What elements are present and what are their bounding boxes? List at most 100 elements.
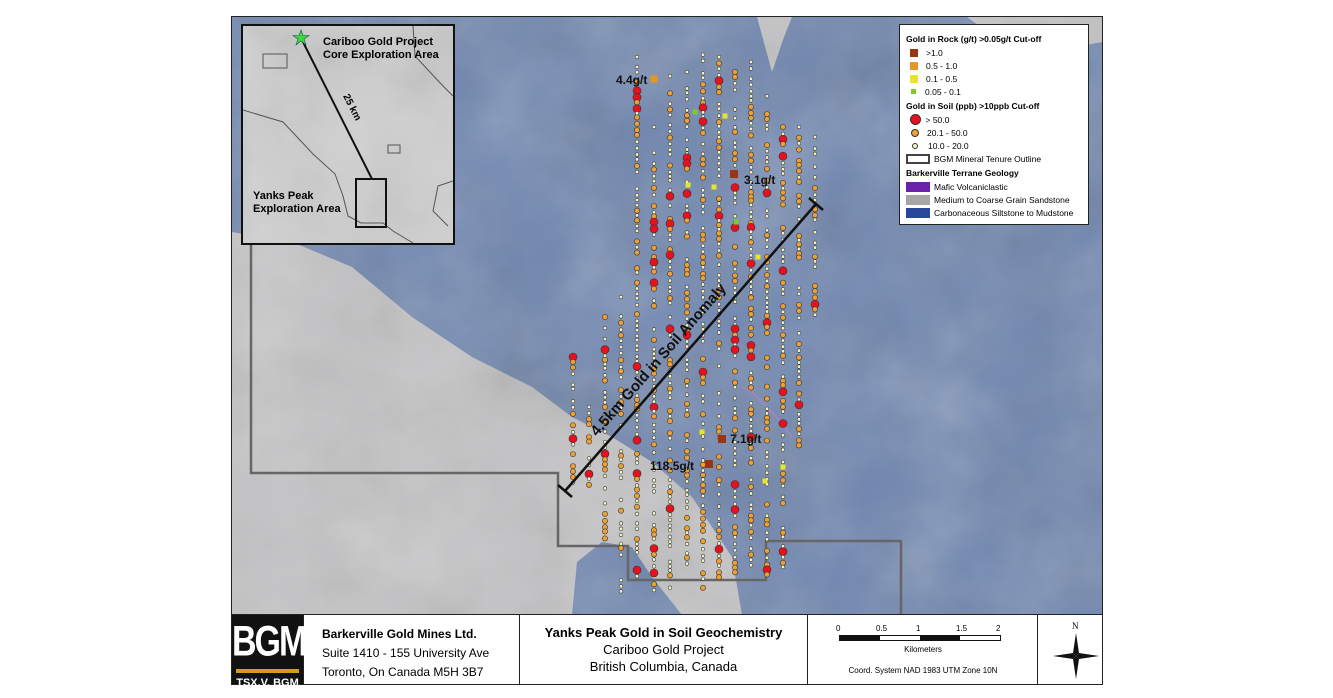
soil-sample: [780, 529, 786, 536]
soil-sample: [796, 161, 802, 168]
soil-sample: [618, 577, 624, 583]
soil-sample: [634, 413, 640, 418]
legend-rock-item: 0.05 - 0.1: [906, 85, 1082, 98]
soil-sample: [764, 521, 770, 528]
soil-sample: [586, 481, 592, 488]
soil-sample: [812, 175, 818, 180]
soil-sample: [667, 446, 673, 452]
soil-sample: [700, 493, 706, 499]
soil-sample: [667, 484, 673, 489]
soil-sample: [748, 551, 754, 558]
soil-sample: [748, 491, 754, 496]
soil-sample: [651, 302, 657, 309]
soil-sample: [649, 257, 659, 267]
soil-sample: [684, 448, 690, 455]
soil-sample: [667, 385, 673, 392]
soil-sample: [700, 151, 706, 156]
soil-sample: [732, 156, 738, 163]
soil-sample: [780, 254, 786, 259]
soil-sample: [780, 314, 786, 321]
soil-sample: [716, 235, 722, 242]
soil-sample: [667, 152, 673, 157]
soil-sample: [651, 268, 657, 275]
soil-sample: [651, 450, 657, 455]
soil-sample: [748, 214, 754, 219]
soil-sample: [700, 282, 706, 287]
soil-sample: [748, 305, 754, 312]
soil-sample: [812, 151, 818, 156]
soil-sample: [732, 513, 738, 518]
soil-sample: [667, 170, 673, 175]
company-info: Barkerville Gold Mines Ltd. Suite 1410 -…: [304, 615, 520, 684]
soil-sample: [748, 347, 754, 354]
soil-sample: [812, 240, 818, 245]
address-line1: Suite 1410 - 155 University Ave: [322, 646, 490, 660]
soil-sample: [748, 247, 754, 252]
soil-sample: [716, 516, 722, 521]
map-subtitle1: Cariboo Gold Project: [603, 642, 724, 657]
soil-sample: [812, 230, 818, 235]
soil-sample: [667, 517, 673, 522]
soil-sample: [684, 233, 690, 240]
soil-sample: [634, 337, 640, 343]
soil-sample: [778, 387, 788, 397]
soil-sample: [700, 249, 706, 254]
soil-sample: [780, 189, 786, 196]
soil-sample: [651, 184, 657, 191]
soil-sample: [618, 463, 624, 469]
legend-geology-item: Carbonaceous Siltstone to Mudstone: [906, 206, 1082, 219]
soil-sample: [618, 351, 624, 356]
soil-sample: [684, 303, 690, 309]
soil-sample: [684, 454, 690, 461]
soil-sample: [667, 414, 673, 419]
soil-sample: [667, 436, 673, 441]
soil-sample: [780, 526, 786, 531]
soil-sample: [667, 147, 673, 152]
soil-sample: [667, 488, 673, 495]
soil-sample: [748, 311, 754, 317]
soil-sample: [665, 191, 675, 201]
soil-sample: [700, 503, 706, 508]
soil-sample: [812, 306, 818, 313]
soil-sample: [700, 472, 706, 478]
soil-sample: [602, 456, 608, 463]
soil-sample: [732, 125, 738, 130]
mafic-unit: [742, 386, 793, 438]
soil-sample: [764, 571, 770, 578]
soil-sample: [764, 364, 770, 370]
soil-sample: [667, 523, 673, 528]
soil-sample: [716, 138, 722, 145]
soil-sample: [651, 441, 657, 448]
soil-sample: [602, 314, 608, 320]
soil-sample: [618, 364, 624, 370]
rock-swatch: [910, 61, 918, 70]
soil-sample: [602, 411, 608, 417]
soil-sample: [700, 210, 706, 215]
soil-sample: [634, 238, 640, 245]
soil-sample: [716, 534, 722, 540]
soil-sample: [764, 289, 770, 294]
soil-sample: [667, 289, 673, 294]
soil-sample: [634, 79, 640, 85]
soil-sample: [634, 574, 640, 579]
soil-sample: [796, 331, 802, 336]
soil-swatch: [911, 128, 919, 137]
soil-sample: [732, 385, 738, 390]
ticker: TSX.V. BGM: [236, 677, 299, 689]
soil-sample: [700, 558, 706, 563]
soil-sample: [748, 76, 754, 81]
soil-sample: [796, 412, 802, 417]
soil-sample: [730, 324, 740, 334]
soil-sample: [700, 196, 706, 203]
soil-sample: [780, 403, 786, 410]
soil-sample: [667, 407, 673, 414]
soil-sample: [684, 117, 690, 124]
soil-sample: [667, 395, 673, 400]
soil-sample: [602, 501, 608, 506]
rock-sample: [718, 435, 726, 443]
soil-sample: [667, 381, 673, 386]
soil-sample: [618, 507, 624, 514]
soil-sample: [618, 526, 624, 531]
soil-sample: [634, 146, 640, 151]
soil-sample: [667, 543, 673, 548]
